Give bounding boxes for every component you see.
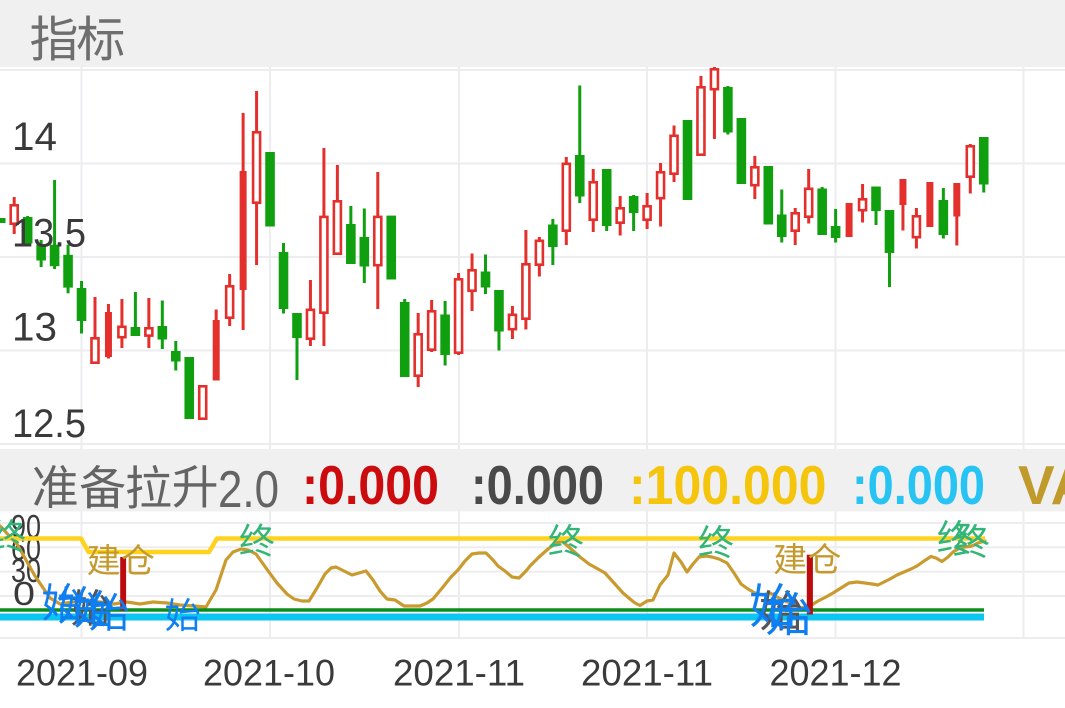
svg-text::0.000: :0.000 xyxy=(471,454,604,516)
svg-text:2021-11: 2021-11 xyxy=(393,653,525,694)
svg-text:12.5: 12.5 xyxy=(12,402,86,446)
svg-text::0.000: :0.000 xyxy=(852,454,985,516)
svg-text::100.000: :100.000 xyxy=(629,454,827,516)
svg-text:13: 13 xyxy=(12,306,57,350)
svg-text:2.0: 2.0 xyxy=(218,461,279,519)
svg-text:2021-09: 2021-09 xyxy=(16,653,148,694)
svg-text:2021-12: 2021-12 xyxy=(770,653,902,694)
svg-text:0: 0 xyxy=(13,575,35,612)
svg-text:2021-10: 2021-10 xyxy=(203,653,335,694)
svg-text:VA: VA xyxy=(1018,454,1065,516)
svg-text::0.000: :0.000 xyxy=(302,454,439,516)
svg-text:13.5: 13.5 xyxy=(12,212,86,256)
svg-text:14: 14 xyxy=(12,115,57,159)
svg-text:2021-11: 2021-11 xyxy=(581,653,713,694)
